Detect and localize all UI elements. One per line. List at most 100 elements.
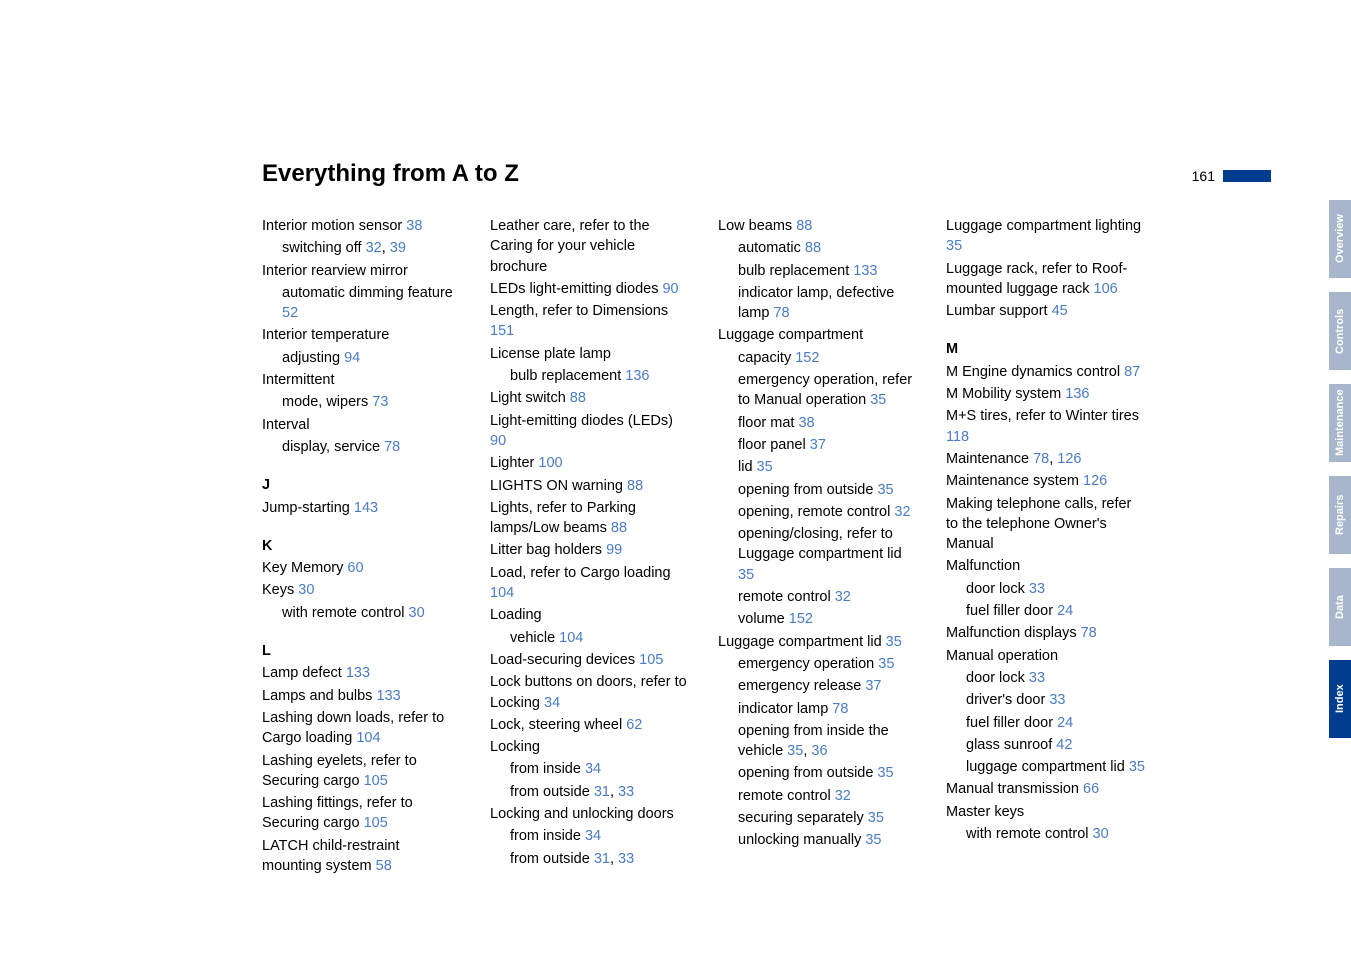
page-ref[interactable]: 35 [870,392,886,408]
side-tab-controls[interactable]: Controls [1329,292,1351,370]
page-ref[interactable]: 24 [1057,603,1073,619]
page-ref[interactable]: 31 [594,784,610,800]
page-ref[interactable]: 62 [626,717,642,733]
index-entry: Lashing down loads, refer to Cargo loadi… [262,708,462,749]
page-ref[interactable]: 136 [1065,386,1089,402]
index-entry: from outside 31, 33 [490,782,690,802]
entry-text: Interval [262,417,310,433]
page-ref[interactable]: 105 [639,652,663,668]
page-ref[interactable]: 42 [1056,737,1072,753]
page-ref[interactable]: 38 [798,415,814,431]
side-tab-overview[interactable]: Overview [1329,200,1351,278]
page-ref[interactable]: 87 [1124,364,1140,380]
page-ref[interactable]: 78 [773,305,789,321]
page-ref[interactable]: 99 [606,542,622,558]
page-ref[interactable]: 31 [594,851,610,867]
page-ref[interactable]: 126 [1057,451,1081,467]
page-ref[interactable]: 105 [364,773,388,789]
page-ref[interactable]: 100 [538,455,562,471]
page-ref[interactable]: 66 [1083,781,1099,797]
page-ref[interactable]: 35 [868,810,884,826]
page-ref[interactable]: 35 [787,743,803,759]
page-ref[interactable]: 45 [1052,303,1068,319]
page-ref[interactable]: 37 [865,678,881,694]
page-ref[interactable]: 35 [1129,759,1145,775]
page-ref[interactable]: 34 [585,761,601,777]
page-ref[interactable]: 78 [1033,451,1049,467]
page-ref[interactable]: 33 [1029,581,1045,597]
page-ref[interactable]: 32 [894,504,910,520]
page-ref[interactable]: 30 [409,605,425,621]
page-ref[interactable]: 33 [1049,692,1065,708]
index-entry: Making telephone calls, refer to the tel… [946,494,1146,555]
side-tab-data[interactable]: Data [1329,568,1351,646]
page-ref[interactable]: 35 [738,567,754,583]
page-ref[interactable]: 33 [1029,670,1045,686]
page-ref[interactable]: 35 [877,765,893,781]
page-ref[interactable]: 88 [611,520,627,536]
side-tab-repairs[interactable]: Repairs [1329,476,1351,554]
page-ref[interactable]: 133 [376,688,400,704]
index-entry: Lumbar support 45 [946,301,1146,321]
page-ref[interactable]: 32 [835,788,851,804]
page-ref[interactable]: 35 [878,656,894,672]
page-ref[interactable]: 133 [853,263,877,279]
page-ref[interactable]: 37 [810,437,826,453]
page-ref[interactable]: 88 [570,390,586,406]
index-entry: LATCH child-restraint mounting system 58 [262,836,462,877]
page-ref[interactable]: 88 [796,218,812,234]
page-ref[interactable]: 32 [366,240,382,256]
page-ref[interactable]: 143 [354,500,378,516]
page-ref[interactable]: 78 [832,701,848,717]
page-ref[interactable]: 151 [490,323,514,339]
page-ref[interactable]: 104 [490,585,514,601]
entry-text: Load, refer to Cargo loading [490,565,671,581]
page-ref[interactable]: 94 [344,350,360,366]
page-ref[interactable]: 35 [946,238,962,254]
page-ref[interactable]: 24 [1057,715,1073,731]
page-ref[interactable]: 60 [347,560,363,576]
entry-text: Making telephone calls, refer to the tel… [946,496,1131,553]
page-ref[interactable]: 105 [364,815,388,831]
page-ref[interactable]: 52 [282,305,298,321]
page-ref[interactable]: 88 [805,240,821,256]
page-ref[interactable]: 152 [789,611,813,627]
page-ref[interactable]: 35 [865,832,881,848]
index-entry: from outside 31, 33 [490,849,690,869]
page-ref[interactable]: 90 [490,433,506,449]
page-ref[interactable]: 126 [1083,473,1107,489]
ref-separator: , [382,240,390,256]
page-ref[interactable]: 39 [390,240,406,256]
page-ref[interactable]: 58 [376,858,392,874]
page-ref[interactable]: 35 [877,482,893,498]
page-ref[interactable]: 33 [618,851,634,867]
side-tab-index[interactable]: Index [1329,660,1351,738]
page-ref[interactable]: 30 [298,582,314,598]
page-ref[interactable]: 30 [1093,826,1109,842]
page-ref[interactable]: 34 [544,695,560,711]
page-ref[interactable]: 35 [757,459,773,475]
page-ref[interactable]: 118 [946,429,969,445]
page-ref[interactable]: 136 [625,368,649,384]
page-ref[interactable]: 33 [618,784,634,800]
page-ref[interactable]: 133 [346,665,370,681]
index-entry: luggage compartment lid 35 [946,757,1146,777]
page-ref[interactable]: 88 [627,478,643,494]
page-ref[interactable]: 32 [835,589,851,605]
page-ref[interactable]: 152 [795,350,819,366]
page-ref[interactable]: 106 [1094,281,1118,297]
entry-text: opening, remote control [738,504,894,520]
entry-text: fuel filler door [966,603,1057,619]
side-tab-maintenance[interactable]: Maintenance [1329,384,1351,462]
page-ref[interactable]: 73 [372,394,388,410]
page-ref[interactable]: 36 [811,743,827,759]
page-ref[interactable]: 104 [356,730,380,746]
page-ref[interactable]: 34 [585,828,601,844]
page-ref[interactable]: 90 [662,281,678,297]
page-ref[interactable]: 104 [559,630,583,646]
entry-text: fuel filler door [966,715,1057,731]
page-ref[interactable]: 38 [406,218,422,234]
page-ref[interactable]: 78 [1081,625,1097,641]
page-ref[interactable]: 78 [384,439,400,455]
page-ref[interactable]: 35 [886,634,902,650]
